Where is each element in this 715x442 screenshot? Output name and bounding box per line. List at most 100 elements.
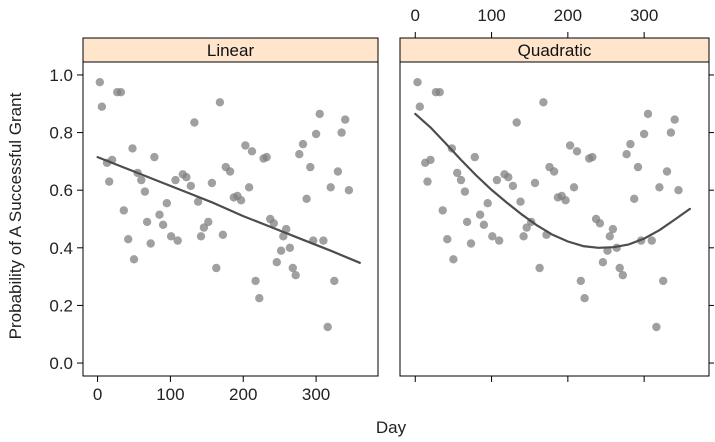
- data-point: [196, 232, 206, 241]
- points-linear: [95, 78, 354, 332]
- data-point: [595, 219, 605, 228]
- data-point: [116, 88, 126, 97]
- x-axis-top-quadratic: 0 100 200 300: [411, 6, 658, 382]
- data-point: [565, 141, 575, 150]
- data-point: [128, 144, 137, 153]
- points-quadratic: [413, 78, 683, 332]
- y-axis-left: 0.0 0.2 0.4 0.6 0.8 1.0: [49, 66, 83, 373]
- data-point: [618, 271, 627, 280]
- fit-linear: [96, 156, 361, 264]
- data-point: [508, 181, 518, 191]
- data-point: [438, 206, 447, 215]
- data-point: [333, 167, 343, 176]
- data-point: [615, 263, 624, 273]
- x-axis-bottom-linear: 0 100 200 300: [93, 376, 330, 404]
- data-point: [204, 217, 213, 227]
- data-point: [262, 152, 271, 162]
- data-point: [241, 141, 250, 150]
- data-point: [251, 276, 260, 286]
- data-point: [272, 258, 281, 267]
- data-point: [269, 219, 278, 228]
- data-point: [142, 217, 152, 227]
- data-point: [306, 162, 315, 172]
- data-point: [199, 223, 209, 232]
- data-point: [158, 220, 168, 229]
- data-point: [466, 239, 476, 248]
- data-point: [492, 175, 502, 185]
- data-point: [119, 206, 128, 215]
- data-point: [105, 177, 114, 186]
- y-axis-title: Probability of A Successful Grant: [6, 92, 25, 339]
- data-point: [626, 139, 635, 149]
- data-point: [475, 210, 485, 219]
- data-point: [193, 197, 203, 206]
- data-point: [218, 230, 228, 239]
- data-point: [605, 232, 614, 241]
- data-point: [662, 167, 672, 176]
- data-point: [247, 147, 257, 156]
- data-point: [207, 178, 217, 188]
- data-point: [291, 271, 300, 280]
- data-point: [97, 102, 107, 111]
- data-point: [643, 109, 653, 119]
- x-tick-label: 0: [93, 385, 102, 404]
- data-point: [337, 128, 346, 137]
- y-tick-label: 0.8: [49, 124, 73, 143]
- strip-linear: [82, 37, 379, 63]
- data-point: [124, 235, 133, 244]
- data-point: [449, 255, 458, 264]
- data-point: [639, 129, 649, 139]
- plot-frame-quadratic: [399, 61, 710, 377]
- x-tick-label: 100: [477, 6, 505, 25]
- y-axis-right: [709, 74, 714, 364]
- data-point: [190, 118, 199, 127]
- x-tick-label: 300: [630, 6, 658, 25]
- data-point: [295, 150, 304, 159]
- x-tick-label: 300: [302, 385, 330, 404]
- data-point: [622, 150, 631, 159]
- data-point: [319, 236, 328, 245]
- fit-line-linear: [96, 156, 361, 264]
- data-point: [495, 236, 504, 245]
- data-point: [569, 183, 579, 192]
- data-point: [633, 162, 643, 172]
- data-point: [588, 152, 597, 162]
- data-point: [162, 199, 171, 208]
- data-point: [647, 236, 656, 245]
- data-point: [155, 210, 164, 219]
- data-point: [182, 173, 191, 182]
- data-point: [462, 217, 472, 227]
- data-point: [630, 194, 639, 203]
- data-point: [470, 152, 479, 162]
- data-point: [535, 263, 544, 273]
- x-tick-label: 100: [156, 385, 184, 404]
- data-point: [659, 276, 668, 286]
- panel-linear: Linear 0.0 0.2 0.4 0.6 0.8 1.0 0 100 200 300: [49, 37, 379, 404]
- data-point: [453, 168, 462, 178]
- data-point: [522, 223, 531, 232]
- data-point: [186, 181, 195, 191]
- data-point: [140, 187, 150, 196]
- y-tick-label: 0.0: [49, 354, 73, 373]
- data-point: [580, 294, 589, 303]
- data-point: [276, 246, 286, 255]
- y-tick-label: 0.6: [49, 181, 73, 200]
- data-point: [483, 199, 492, 208]
- x-tick-label: 0: [411, 6, 420, 25]
- data-point: [344, 186, 354, 195]
- data-point: [415, 102, 424, 111]
- data-point: [435, 88, 444, 97]
- data-point: [504, 173, 513, 182]
- data-point: [423, 177, 432, 186]
- data-point: [326, 183, 335, 192]
- data-point: [674, 186, 683, 195]
- data-point: [539, 98, 548, 107]
- data-point: [173, 236, 182, 245]
- data-point: [95, 78, 105, 87]
- y-tick-label: 0.4: [49, 239, 73, 258]
- data-point: [244, 183, 254, 192]
- data-point: [426, 155, 435, 165]
- data-point: [285, 243, 295, 252]
- data-point: [561, 196, 570, 205]
